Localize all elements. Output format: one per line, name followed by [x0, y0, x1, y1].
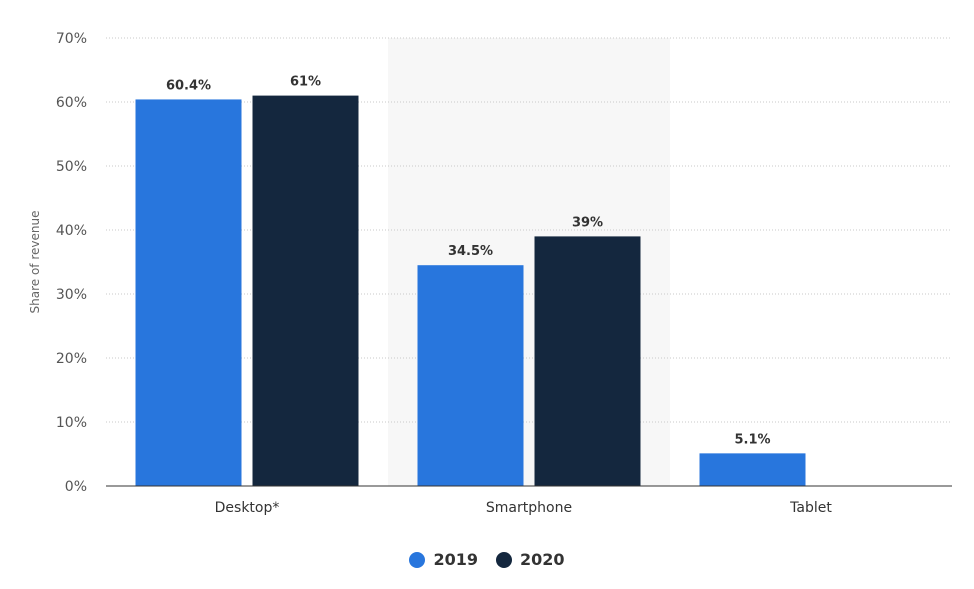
data-label-2020-0: 61% — [290, 75, 321, 90]
y-tick-label: 40% — [56, 223, 87, 239]
legend-item-2019[interactable]: 2019 — [409, 550, 478, 569]
y-tick-label: 30% — [56, 287, 87, 303]
legend-swatch-2020 — [496, 551, 512, 568]
legend-label-2020: 2020 — [520, 550, 565, 569]
y-tick-label: 60% — [56, 95, 87, 111]
data-label-2020-1: 39% — [572, 215, 603, 230]
y-tick-label: 50% — [56, 159, 87, 175]
bar-2019-1[interactable] — [417, 265, 524, 486]
x-category-label: Smartphone — [486, 500, 572, 516]
legend-label-2019: 2019 — [433, 550, 478, 569]
y-tick-label: 10% — [56, 415, 87, 431]
x-category-label: Desktop* — [215, 500, 280, 516]
legend: 2019 2020 — [0, 550, 974, 569]
data-label-2019-1: 34.5% — [448, 244, 493, 259]
bar-2020-1[interactable] — [534, 236, 641, 486]
x-category-label: Tablet — [789, 500, 832, 516]
legend-swatch-2019 — [409, 551, 426, 568]
legend-item-2020[interactable]: 2020 — [496, 550, 565, 569]
y-tick-label: 70% — [56, 31, 87, 47]
bar-2020-0[interactable] — [252, 95, 359, 486]
bar-chart: 0% 10% 20% 30% 40% 50% 60% 70% 60.4% 61% 34.5% 39%… — [28, 31, 952, 516]
bar-2019-0[interactable] — [135, 99, 242, 486]
data-label-2019-0: 60.4% — [166, 78, 211, 93]
y-tick-label: 0% — [65, 479, 87, 495]
y-tick-label: 20% — [56, 351, 87, 367]
y-axis-title: Share of revenue — [28, 211, 42, 314]
data-label-2019-2: 5.1% — [734, 432, 770, 447]
bar-2019-2[interactable] — [699, 453, 806, 486]
